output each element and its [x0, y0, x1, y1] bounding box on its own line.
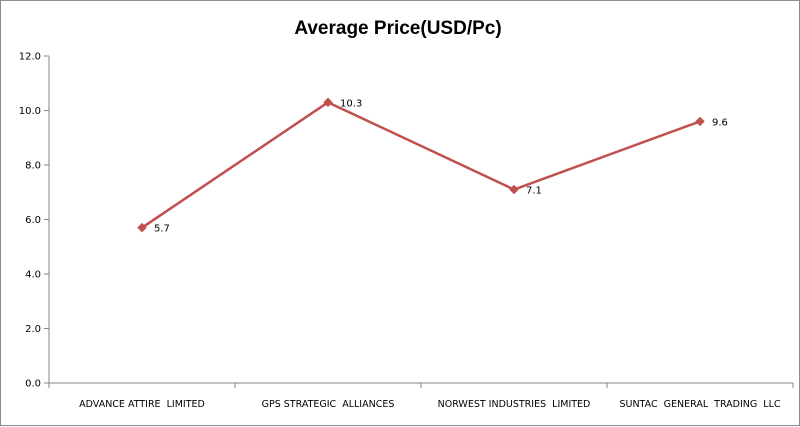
y-tick-label: 10.0 [19, 106, 41, 117]
y-tick-label: 0.0 [25, 379, 41, 390]
y-tick-label: 6.0 [25, 215, 41, 226]
data-label: 5.7 [154, 224, 170, 235]
data-point-marker [323, 97, 333, 108]
x-category-label: ADVANCE ATTIRE LIMITED [79, 399, 205, 410]
chart-title: Average Price(USD/Pc) [294, 18, 501, 39]
y-tick-labels: 0.0 2.0 4.0 6.0 8.0 10.0 12.0 [19, 52, 41, 390]
y-tick-label: 4.0 [25, 270, 41, 281]
data-label: 9.6 [712, 117, 728, 128]
x-category-label: GPS STRATEGIC ALLIANCES [262, 399, 395, 410]
data-point-marker [509, 184, 519, 195]
data-label: 7.1 [526, 186, 542, 197]
y-tick-label: 12.0 [19, 52, 41, 63]
y-tick-label: 2.0 [25, 324, 41, 335]
series-group: 5.7 10.3 7.1 9.6 [137, 97, 728, 235]
data-point-marker [137, 222, 147, 233]
x-category-label: NORWEST INDUSTRIES LIMITED [438, 399, 591, 410]
series-line [141, 101, 701, 229]
axes [44, 55, 794, 388]
data-point-marker [695, 116, 705, 127]
data-label: 10.3 [340, 98, 362, 109]
x-category-label: SUNTAC GENERAL TRADING LLC [619, 399, 780, 410]
x-category-labels: ADVANCE ATTIRE LIMITED GPS STRATEGIC ALLI… [79, 399, 781, 410]
y-tick-label: 8.0 [25, 161, 41, 172]
